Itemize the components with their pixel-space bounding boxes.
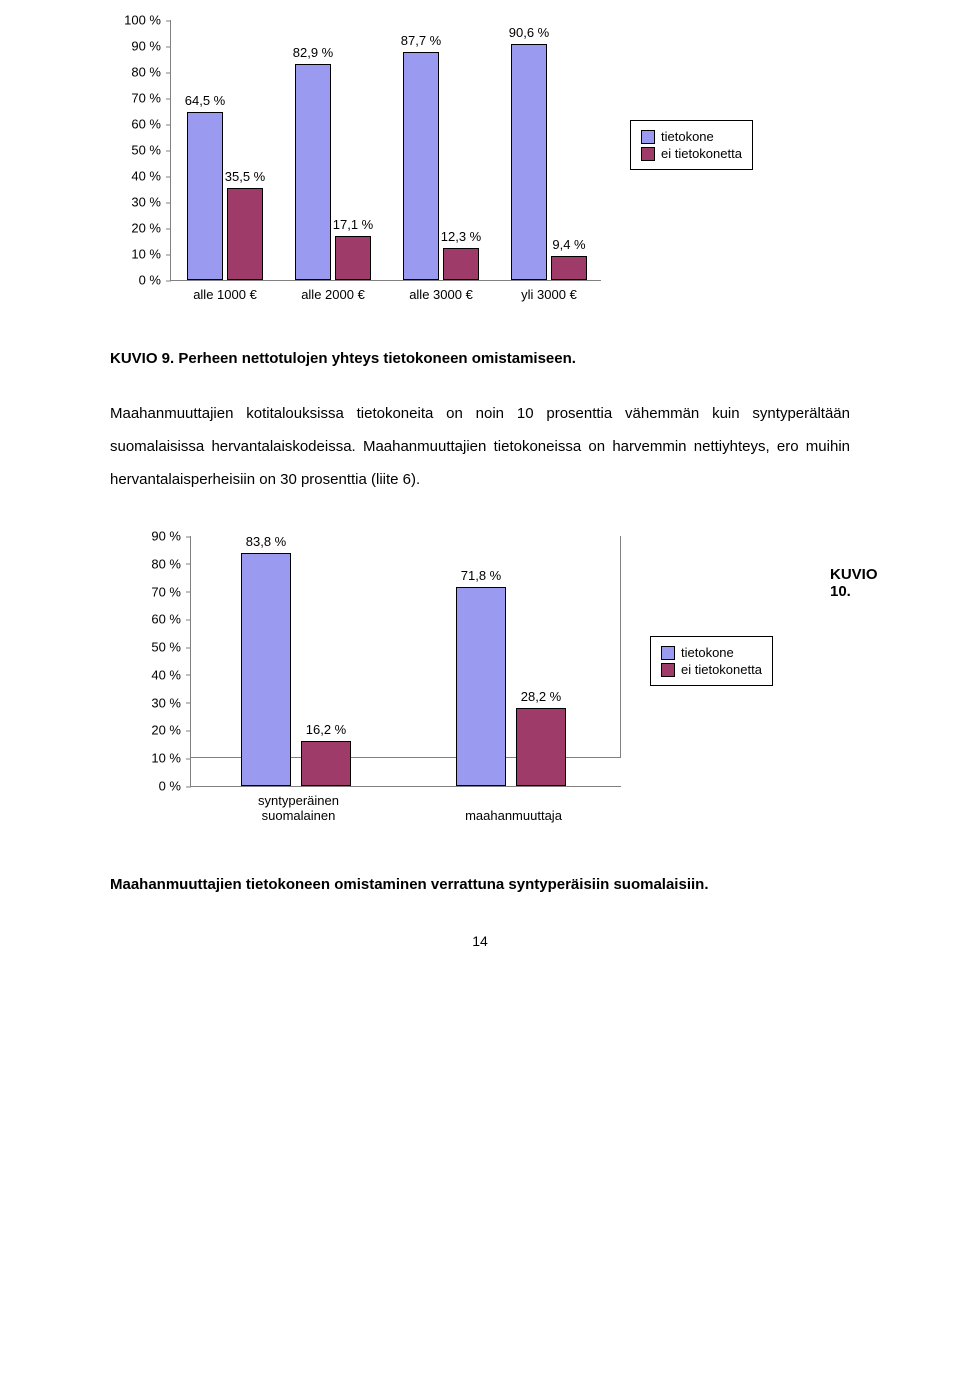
page-number: 14	[0, 933, 960, 949]
chart2-ytick: 0 %	[136, 779, 181, 794]
chart2-ytick: 70 %	[136, 584, 181, 599]
chart1-ytick: 10 %	[111, 247, 161, 262]
chart-kuvio-10: 0 % 10 % 20 % 30 % 40 % 50 % 60 % 70 % 80 % 90 % 8…	[130, 526, 950, 816]
chart1-group: 82,9 %17,1 %alle 2000 €	[279, 20, 387, 280]
caption-kuvio-10: Maahanmuuttajien tietokoneen omistaminen…	[110, 876, 960, 893]
legend-label: tietokone	[681, 645, 734, 660]
chart2-category-label: maahanmuuttaja	[406, 808, 621, 824]
chart1-bar	[335, 236, 371, 280]
chart2-plot: 0 %10 %20 %30 %40 %50 %60 %70 %80 %90 %8…	[190, 536, 621, 787]
legend-row: tietokone	[641, 129, 742, 144]
chart2-ytick: 30 %	[136, 695, 181, 710]
chart1-bar	[511, 44, 547, 280]
chart1-ytick: 100 %	[111, 13, 161, 28]
chart1-bar	[295, 64, 331, 280]
chart1-ytick: 0 %	[111, 273, 161, 288]
chart2-bar	[301, 741, 351, 786]
chart1-category-label: alle 1000 €	[171, 287, 279, 302]
chart2-value-label: 16,2 %	[306, 722, 346, 737]
chart2-category-label: syntyperäinensuomalainen	[191, 793, 406, 824]
chart1-ytick: 50 %	[111, 143, 161, 158]
chart2-ytick: 50 %	[136, 640, 181, 655]
chart1-group: 87,7 %12,3 %alle 3000 €	[387, 20, 495, 280]
chart1-value-label: 82,9 %	[293, 45, 333, 60]
chart2-value-label: 83,8 %	[246, 534, 286, 549]
legend-swatch	[661, 646, 675, 660]
chart2-ytick: 10 %	[136, 751, 181, 766]
chart1-group: 64,5 %35,5 %alle 1000 €	[171, 20, 279, 280]
chart1-ytick: 30 %	[111, 195, 161, 210]
chart2-ytick: 20 %	[136, 723, 181, 738]
legend-row: tietokone	[661, 645, 762, 660]
chart1-ytick: 70 %	[111, 91, 161, 106]
chart1-value-label: 12,3 %	[441, 229, 481, 244]
chart1-ytick: 20 %	[111, 221, 161, 236]
legend-swatch	[641, 147, 655, 161]
chart1-value-label: 64,5 %	[185, 93, 225, 108]
legend-swatch	[661, 663, 675, 677]
chart1-ytick: 60 %	[111, 117, 161, 132]
chart2-ytick: 90 %	[136, 529, 181, 544]
chart-kuvio-9: 0 % 10 % 20 % 30 % 40 % 50 % 60 % 70 % 80 % 90 % 1…	[110, 20, 850, 300]
chart2-ytick: 60 %	[136, 612, 181, 627]
chart1-value-label: 9,4 %	[552, 237, 585, 252]
chart1-bar	[227, 188, 263, 280]
legend-row: ei tietokonetta	[641, 146, 742, 161]
chart2-side-label: KUVIO10.	[830, 566, 878, 600]
chart1-category-label: alle 3000 €	[387, 287, 495, 302]
chart1-bar	[551, 256, 587, 280]
chart2-value-label: 71,8 %	[461, 568, 501, 583]
legend-row: ei tietokonetta	[661, 662, 762, 677]
chart1-bar	[403, 52, 439, 280]
chart2-ytick: 40 %	[136, 667, 181, 682]
chart2-bar	[241, 553, 291, 786]
chart1-value-label: 35,5 %	[225, 169, 265, 184]
chart2-bar	[456, 587, 506, 786]
chart2-group: 83,8 %16,2 %syntyperäinensuomalainen	[191, 536, 406, 786]
chart1-bar	[443, 248, 479, 280]
chart1-category-label: yli 3000 €	[495, 287, 603, 302]
chart1-ytick: 40 %	[111, 169, 161, 184]
body-paragraph: Maahanmuuttajien kotitalouksissa tietoko…	[110, 397, 850, 496]
legend-label: ei tietokonetta	[661, 146, 742, 161]
chart1-ytick: 80 %	[111, 65, 161, 80]
chart1-bar	[187, 112, 223, 280]
chart1-ytick: 90 %	[111, 39, 161, 54]
chart2-bar	[516, 708, 566, 786]
chart1-legend: tietokone ei tietokonetta	[630, 120, 753, 170]
chart2-legend: tietokone ei tietokonetta	[650, 636, 773, 686]
caption-kuvio-9-text: KUVIO 9. Perheen nettotulojen yhteys tie…	[110, 350, 576, 367]
chart2-value-label: 28,2 %	[521, 689, 561, 704]
chart1-value-label: 87,7 %	[401, 33, 441, 48]
legend-label: tietokone	[661, 129, 714, 144]
chart1-plot: 0 %10 %20 %30 %40 %50 %60 %70 %80 %90 %1…	[170, 20, 601, 281]
chart1-category-label: alle 2000 €	[279, 287, 387, 302]
chart2-group: 71,8 %28,2 %maahanmuuttaja	[406, 536, 621, 786]
chart2-ytick: 80 %	[136, 556, 181, 571]
caption-kuvio-9: KUVIO 9. Perheen nettotulojen yhteys tie…	[110, 350, 960, 367]
chart1-value-label: 17,1 %	[333, 217, 373, 232]
legend-swatch	[641, 130, 655, 144]
chart1-group: 90,6 %9,4 %yli 3000 €	[495, 20, 603, 280]
chart1-value-label: 90,6 %	[509, 25, 549, 40]
legend-label: ei tietokonetta	[681, 662, 762, 677]
